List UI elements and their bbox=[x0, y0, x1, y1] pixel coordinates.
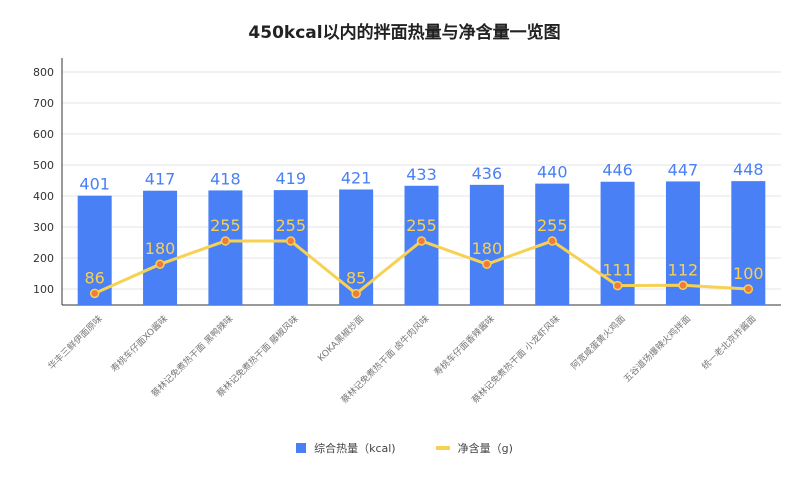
line-point bbox=[482, 259, 492, 269]
y-tick-label: 800 bbox=[33, 66, 54, 79]
line-data-label: 255 bbox=[275, 216, 306, 235]
legend-label: 综合热量（kcal) bbox=[314, 442, 396, 455]
x-tick-label: 寿桃车仔面XO酱味 bbox=[108, 313, 170, 375]
line-point bbox=[89, 288, 100, 299]
x-tick-label: KOKA黑椒炒面 bbox=[315, 313, 366, 364]
bar bbox=[273, 190, 308, 305]
line-data-label: 255 bbox=[537, 216, 568, 235]
bar-data-label: 418 bbox=[210, 169, 241, 188]
line-point bbox=[678, 280, 688, 291]
bar-data-label: 433 bbox=[406, 165, 437, 184]
bar bbox=[469, 184, 504, 305]
x-tick-label: 寿桃车仔面香辣酱味 bbox=[431, 313, 497, 379]
line-data-label: 180 bbox=[472, 239, 503, 258]
line-point bbox=[547, 236, 557, 246]
legend: 综合热量（kcal) 净含量（g) bbox=[0, 440, 809, 456]
line-point bbox=[743, 284, 754, 294]
x-tick-label: 阿宽咸蛋黄火鸡面 bbox=[568, 313, 627, 372]
y-tick-label: 600 bbox=[33, 128, 54, 141]
line-point bbox=[220, 236, 231, 246]
legend-swatch-line bbox=[435, 446, 450, 450]
line-data-label: 255 bbox=[406, 216, 437, 235]
y-tick-label: 500 bbox=[33, 159, 54, 172]
chart-title: 450kcal以内的拌面热量与净含量一览图 bbox=[248, 23, 561, 43]
line-point bbox=[351, 288, 361, 299]
y-tick-label: 700 bbox=[33, 97, 54, 110]
y-tick-label: 300 bbox=[33, 221, 54, 234]
x-tick-label: 统一老北京炸酱面 bbox=[699, 313, 758, 372]
line-point bbox=[155, 259, 165, 269]
line-point bbox=[612, 280, 623, 291]
bar bbox=[339, 189, 374, 305]
bar-data-label: 419 bbox=[275, 169, 306, 188]
bar-data-label: 447 bbox=[668, 160, 699, 179]
bar bbox=[208, 190, 243, 305]
line-data-label: 100 bbox=[733, 264, 764, 283]
y-tick-label: 200 bbox=[33, 252, 54, 265]
line-data-label: 85 bbox=[346, 269, 366, 288]
bar-data-label: 440 bbox=[537, 163, 568, 182]
line-point bbox=[416, 236, 427, 246]
line-point bbox=[286, 236, 296, 246]
line-data-label: 112 bbox=[668, 260, 699, 279]
line-data-label: 180 bbox=[145, 239, 176, 258]
y-tick-label: 400 bbox=[33, 190, 54, 203]
bar-data-label: 436 bbox=[472, 164, 503, 183]
bar-data-label: 446 bbox=[602, 161, 633, 180]
line-data-label: 86 bbox=[85, 268, 105, 287]
line-data-label: 111 bbox=[602, 261, 633, 280]
line-data-label: 255 bbox=[210, 216, 241, 235]
bar-data-label: 401 bbox=[79, 175, 110, 194]
bar-data-label: 448 bbox=[733, 160, 764, 179]
legend-item-calories[interactable]: 综合热量（kcal) bbox=[296, 440, 396, 456]
bar bbox=[143, 190, 178, 305]
x-tick-label: 华丰三鲜伊面原味 bbox=[45, 313, 104, 372]
legend-label: 净含量（g) bbox=[457, 442, 513, 455]
y-tick-label: 100 bbox=[33, 283, 54, 296]
legend-swatch-bar bbox=[296, 443, 307, 453]
bar-data-label: 417 bbox=[145, 170, 176, 189]
legend-item-weight[interactable]: 净含量（g) bbox=[435, 440, 513, 456]
bar-data-label: 421 bbox=[341, 168, 372, 187]
x-tick-label: 五谷道场爆辣火鸡拌面 bbox=[621, 313, 693, 385]
